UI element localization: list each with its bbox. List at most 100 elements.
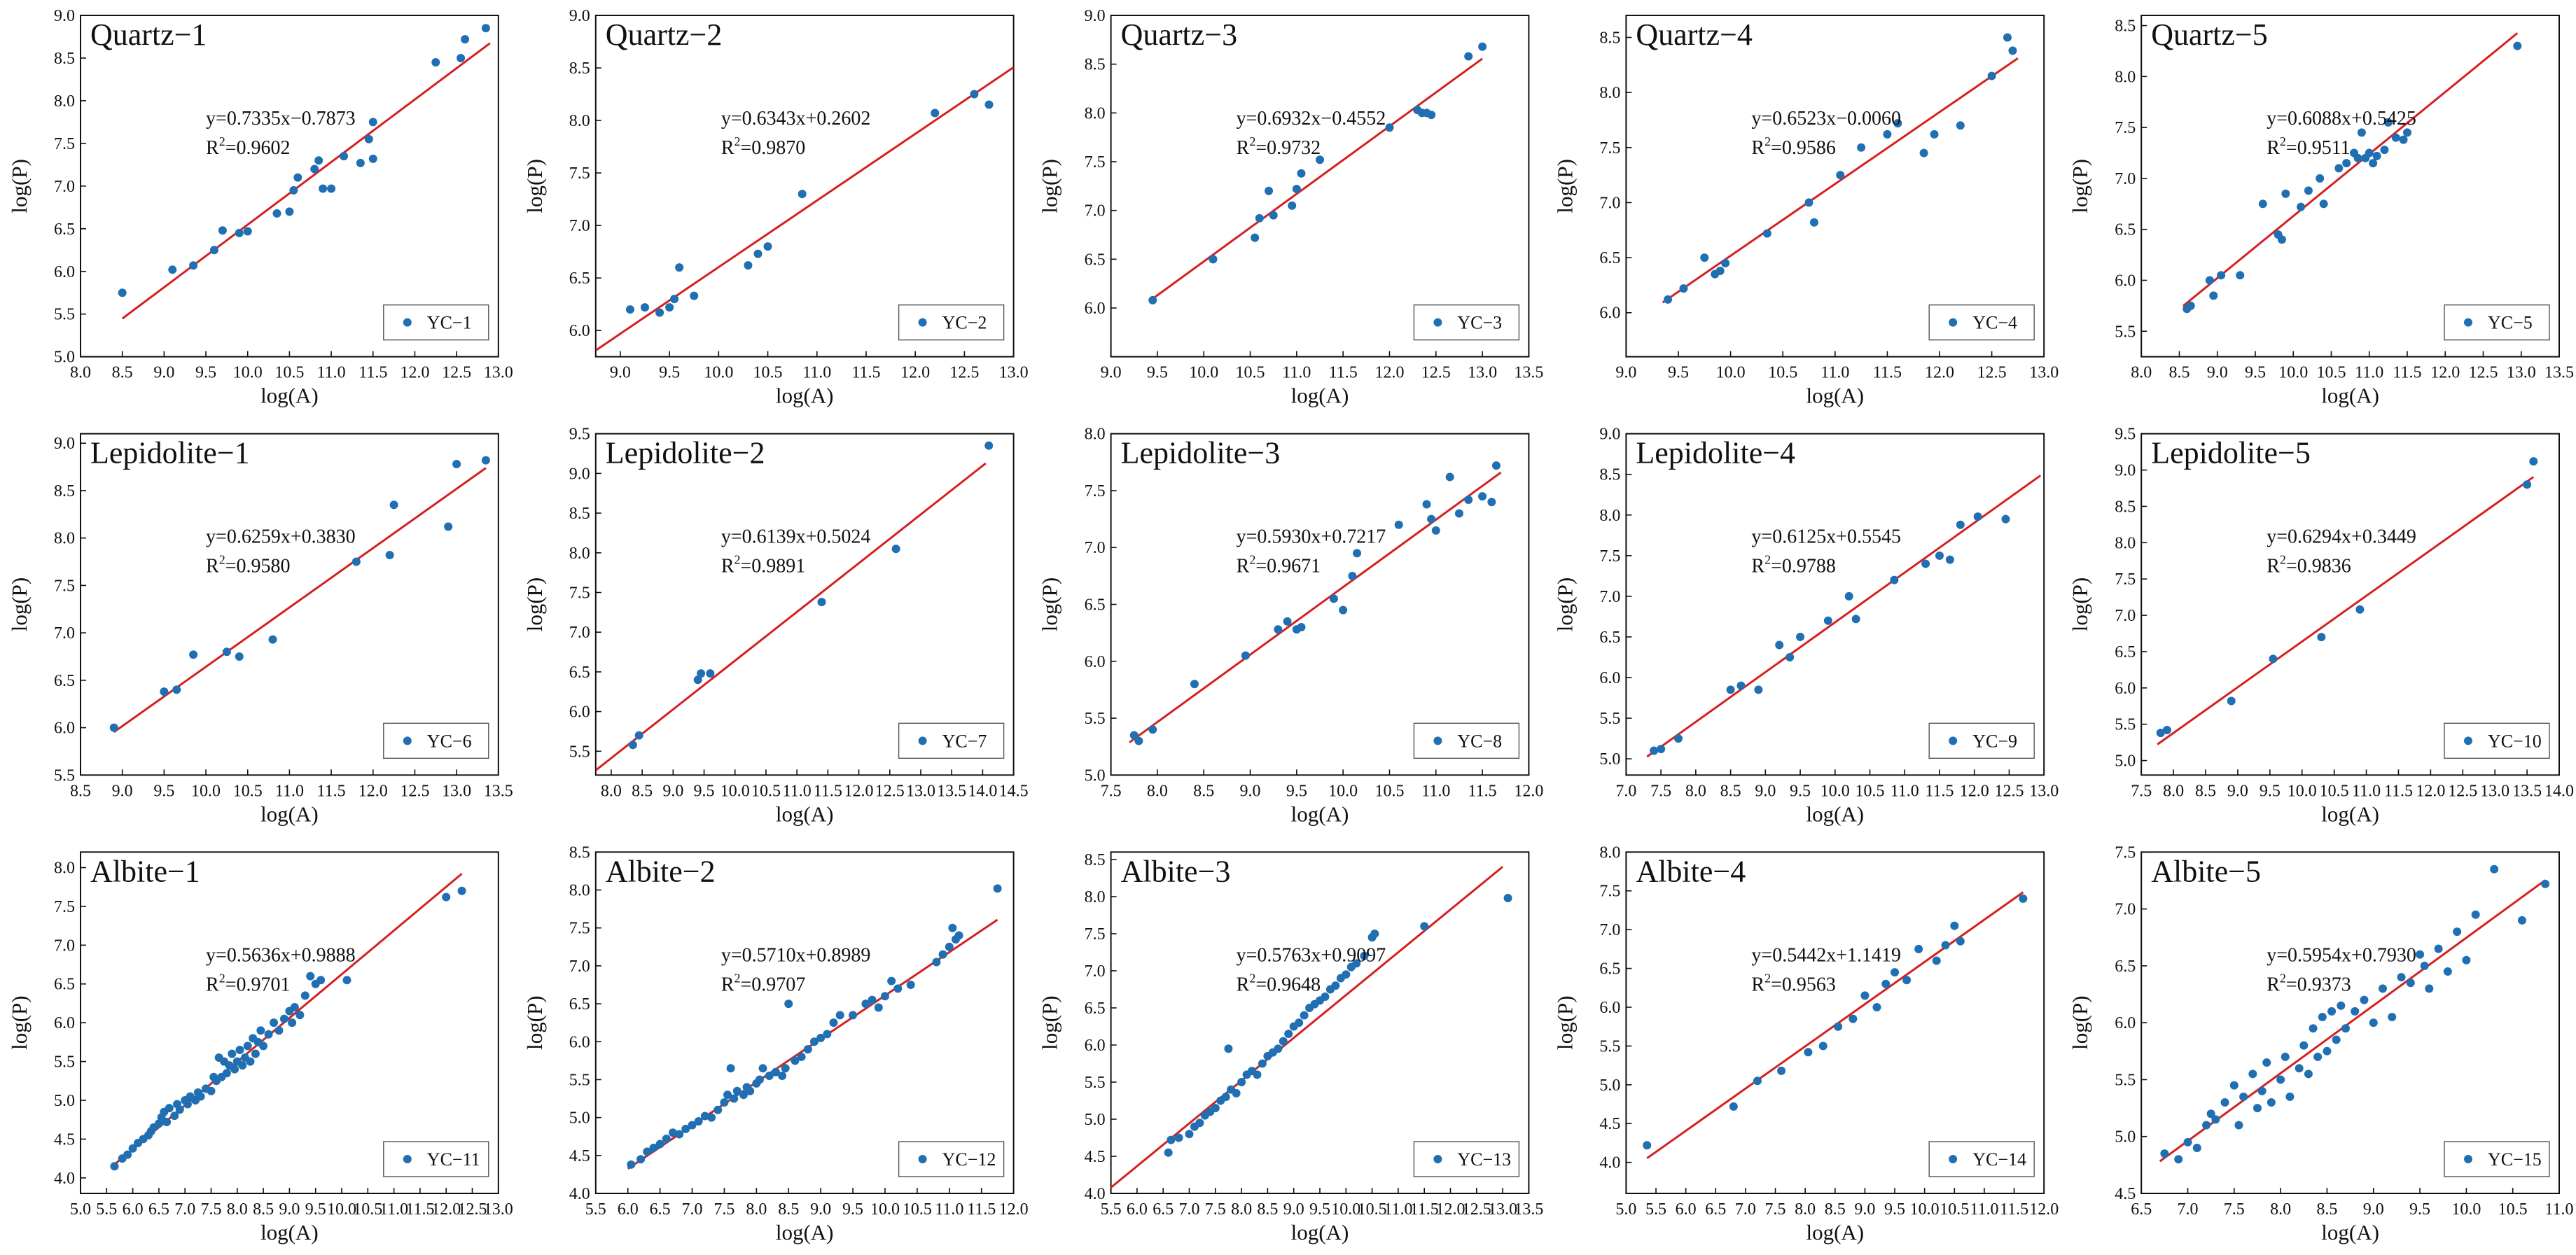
- legend-box: [383, 722, 489, 759]
- x-tick-label: 7.0: [1615, 782, 1636, 800]
- legend-box: [898, 722, 1005, 759]
- legend-marker: [2464, 736, 2472, 745]
- x-axis-label: log(A): [2321, 384, 2379, 408]
- plot-area: [109, 456, 490, 734]
- r-squared-symbol: R: [721, 137, 734, 159]
- x-tick-label: 11.0: [1384, 1200, 1412, 1219]
- x-tick-label: 9.0: [662, 782, 683, 800]
- chart-panel: 8.0 8.5 9.0 9.5 10.0 10.5 11.0 11.5 12.0 12.5 13.0…: [2068, 15, 2574, 408]
- chart-panel: 8.5 9.0 9.5 10.0 10.5 11.0 11.5 12.0 12.5 13.0 13.…: [7, 433, 513, 826]
- x-tick-label: 11.0: [1891, 782, 1919, 800]
- x-tick-label: 7.5: [1205, 1200, 1226, 1219]
- data-point: [457, 53, 466, 62]
- x-axis-label: log(A): [1291, 801, 1349, 826]
- data-point: [1352, 959, 1361, 968]
- x-tick-label: 11.5: [2000, 1200, 2028, 1219]
- fit-line: [595, 462, 987, 771]
- fit-line: [1111, 866, 1504, 1189]
- data-point: [765, 1072, 774, 1081]
- y-tick-label: 4.5: [1085, 1148, 1106, 1166]
- data-point: [293, 173, 302, 182]
- data-point: [1148, 295, 1157, 304]
- y-tick-label: 9.0: [1085, 7, 1106, 25]
- data-point: [744, 261, 753, 270]
- x-tick-label: 12.0: [2430, 364, 2460, 382]
- data-point: [2323, 1046, 2332, 1056]
- data-point: [1650, 746, 1659, 755]
- data-point: [1804, 198, 1813, 207]
- legend-label: YC−1: [427, 313, 472, 333]
- data-point: [1956, 121, 1965, 130]
- data-point: [713, 1105, 723, 1114]
- y-tick-label: 8.0: [1599, 507, 1620, 525]
- y-tick-label: 5.5: [2115, 323, 2136, 341]
- r-squared: R2=0.9563: [1751, 971, 1835, 995]
- data-point: [1221, 1093, 1230, 1102]
- data-point: [1445, 472, 1454, 482]
- y-axis-label: log(P): [1552, 995, 1577, 1050]
- data-point: [655, 1140, 664, 1149]
- data-point: [295, 1011, 305, 1020]
- fit-equation: y=0.6294x+0.3449: [2267, 526, 2416, 548]
- x-axis-label: log(A): [260, 1220, 319, 1245]
- y-tick-label: 8.0: [2115, 68, 2136, 86]
- data-point: [1164, 1148, 1173, 1157]
- x-tick-label: 12.5: [2448, 782, 2477, 800]
- data-point: [739, 1091, 748, 1100]
- y-tick-label: 5.5: [1599, 710, 1620, 728]
- x-tick-label: 7.0: [2178, 1200, 2199, 1219]
- data-point: [675, 263, 684, 272]
- x-tick-label: 7.5: [2224, 1200, 2245, 1219]
- r-squared-symbol: R: [1237, 556, 1250, 577]
- x-tick-label: 6.5: [148, 1200, 169, 1219]
- r-squared: R2=0.9891: [721, 553, 805, 577]
- y-tick-label: 6.0: [1599, 304, 1620, 323]
- x-tick-label: 13.0: [1468, 364, 1497, 382]
- y-tick-label: 5.5: [1599, 1037, 1620, 1056]
- data-point: [2211, 1115, 2220, 1124]
- x-tick-label: 9.0: [610, 364, 631, 382]
- data-point: [1919, 148, 1928, 157]
- data-point: [753, 249, 763, 258]
- y-tick-label: 7.5: [1599, 883, 1620, 901]
- y-tick-label: 9.0: [1599, 426, 1620, 444]
- y-tick-label: 7.5: [569, 164, 590, 183]
- legend-label: YC−14: [1972, 1149, 2026, 1170]
- data-point: [1420, 922, 1429, 931]
- data-point: [2285, 1092, 2295, 1101]
- data-point: [993, 884, 1002, 893]
- y-axis-label: log(P): [2068, 995, 2092, 1050]
- y-tick-label: 7.0: [1599, 588, 1620, 606]
- x-tick-label: 10.5: [753, 364, 783, 382]
- legend-box: [898, 1141, 1005, 1177]
- x-tick-label: 10.5: [233, 782, 263, 800]
- legend-label: YC−5: [2488, 313, 2533, 333]
- y-tick-label: 7.0: [569, 624, 590, 642]
- data-point: [1422, 500, 1431, 509]
- data-point: [118, 288, 127, 297]
- data-point: [165, 1104, 174, 1113]
- data-point: [1796, 632, 1805, 641]
- x-tick-label: 12.0: [1514, 782, 1543, 800]
- data-point: [2220, 1098, 2229, 1107]
- fit-equation: y=0.6259x+0.3830: [206, 526, 356, 548]
- y-tick-label: 6.0: [54, 263, 75, 281]
- data-point: [1857, 143, 1866, 152]
- data-point: [1454, 509, 1463, 518]
- legend-box: [898, 304, 1005, 341]
- legend-box: [383, 304, 489, 341]
- x-axis-label: log(A): [776, 1220, 834, 1245]
- y-tick-label: 6.0: [2115, 680, 2136, 698]
- x-tick-label: 6.5: [2131, 1200, 2152, 1219]
- fit-line: [121, 42, 491, 320]
- y-tick-label: 7.5: [54, 898, 75, 916]
- data-point: [1241, 651, 1250, 660]
- x-tick-label: 12.5: [1421, 364, 1451, 382]
- data-point: [1932, 956, 1941, 965]
- x-tick-label: 12.5: [1994, 782, 2024, 800]
- data-point: [209, 246, 218, 255]
- chart-title: Quartz−5: [2151, 17, 2268, 52]
- r-squared-value: =0.9586: [1771, 137, 1836, 159]
- x-tick-label: 8.0: [601, 782, 622, 800]
- y-tick-label: 8.0: [1085, 104, 1106, 122]
